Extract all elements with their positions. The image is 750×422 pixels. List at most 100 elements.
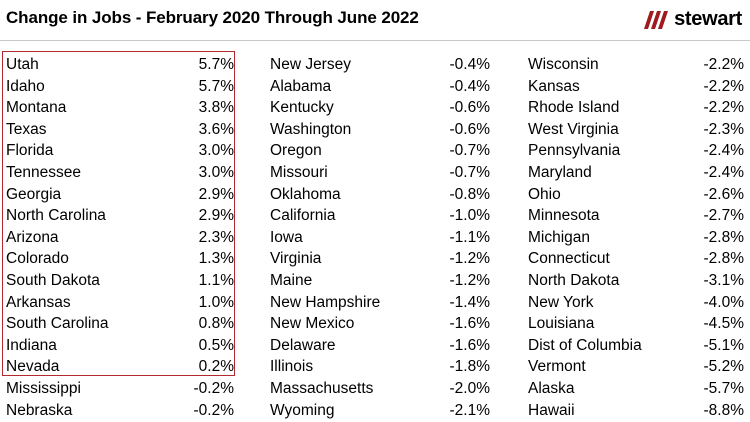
state-row: Virginia -1.2% (270, 248, 490, 270)
job-change-value: 3.0% (198, 142, 234, 160)
state-name: Connecticut (528, 250, 610, 268)
state-row: California -1.0% (270, 205, 490, 227)
job-change-value: -1.0% (449, 207, 491, 225)
job-change-value: -2.8% (703, 250, 745, 268)
state-row: Georgia 2.9% (6, 184, 234, 206)
job-change-value: -1.2% (449, 250, 491, 268)
stewart-logo: stewart (644, 8, 742, 31)
job-change-value: 3.8% (198, 99, 234, 117)
state-row: South Carolina 0.8% (6, 313, 234, 335)
state-row: Rhode Island -2.2% (528, 97, 744, 119)
job-change-value: 0.8% (198, 315, 234, 333)
state-name: Maryland (528, 163, 592, 181)
job-change-value: -0.8% (449, 185, 491, 203)
state-name: Louisiana (528, 315, 595, 333)
state-name: Georgia (6, 185, 62, 203)
state-name: Idaho (6, 77, 45, 95)
state-row: Pennsylvania -2.4% (528, 140, 744, 162)
state-name: Texas (6, 120, 47, 138)
state-name: North Carolina (6, 207, 106, 225)
state-row: Idaho 5.7% (6, 76, 234, 98)
state-row: Dist of Columbia -5.1% (528, 335, 744, 357)
job-gain-highlight-box (2, 51, 235, 376)
job-change-value: -2.0% (449, 379, 491, 397)
job-change-value: -0.4% (449, 77, 491, 95)
state-name: Wisconsin (528, 56, 599, 73)
job-change-value: -2.3% (703, 120, 745, 138)
state-name: Delaware (270, 336, 336, 354)
state-name: Arizona (6, 228, 59, 246)
state-row: Minnesota -2.7% (528, 205, 744, 227)
job-change-value: 3.6% (198, 120, 234, 138)
state-row: North Dakota -3.1% (528, 270, 744, 292)
state-row: South Dakota 1.1% (6, 270, 234, 292)
job-change-value: -0.4% (449, 56, 491, 73)
state-row: Oklahoma -0.8% (270, 184, 490, 206)
job-change-value: -2.4% (703, 163, 745, 181)
state-name: Missouri (270, 163, 328, 181)
header: Change in Jobs - February 2020 Through J… (0, 0, 750, 41)
state-name: Rhode Island (528, 99, 620, 117)
job-change-value: 3.0% (198, 163, 234, 181)
state-row: Alaska -5.7% (528, 378, 744, 400)
job-change-value: -4.5% (703, 315, 745, 333)
state-row: Nebraska -0.2% (6, 400, 234, 422)
job-change-value: -1.6% (449, 315, 491, 333)
state-row: Connecticut -2.8% (528, 248, 744, 270)
state-row: North Carolina 2.9% (6, 205, 234, 227)
state-row: Indiana 0.5% (6, 335, 234, 357)
job-change-value: 1.1% (198, 271, 234, 289)
job-change-value: 2.9% (198, 207, 234, 225)
job-change-value: 5.7% (198, 56, 234, 73)
job-change-value: -5.2% (703, 358, 745, 376)
job-change-value: -1.6% (449, 336, 491, 354)
state-name: Montana (6, 99, 67, 117)
stewart-logo-mark-icon (644, 10, 669, 29)
state-row: Michigan -2.8% (528, 227, 744, 249)
job-change-value: 0.5% (198, 336, 234, 354)
state-row: Alabama -0.4% (270, 76, 490, 98)
state-row: Ohio -2.6% (528, 184, 744, 206)
job-change-value: -8.8% (703, 401, 745, 419)
logo-text: stewart (674, 8, 742, 30)
job-change-value: -1.4% (449, 293, 491, 311)
state-row: New Hampshire -1.4% (270, 292, 490, 314)
job-change-value: -2.1% (449, 401, 491, 419)
job-change-value: 5.7% (198, 77, 234, 95)
state-name: Dist of Columbia (528, 336, 642, 354)
state-name: Utah (6, 56, 39, 73)
page-title: Change in Jobs - February 2020 Through J… (6, 8, 419, 27)
job-change-value: -0.7% (449, 163, 491, 181)
state-name: Oregon (270, 142, 322, 160)
job-change-value: -2.2% (703, 99, 745, 117)
state-row: Missouri -0.7% (270, 162, 490, 184)
state-name: Colorado (6, 250, 69, 268)
state-name: Virginia (270, 250, 322, 268)
state-row: Texas 3.6% (6, 119, 234, 141)
state-row: Florida 3.0% (6, 140, 234, 162)
job-change-value: -2.4% (703, 142, 745, 160)
state-name: California (270, 207, 336, 225)
state-name: Minnesota (528, 207, 600, 225)
state-name: Maine (270, 271, 313, 289)
job-change-value: -2.8% (703, 228, 745, 246)
state-row: Iowa -1.1% (270, 227, 490, 249)
job-change-value: -0.2% (193, 379, 235, 397)
state-row: New Jersey -0.4% (270, 54, 490, 76)
state-row: Colorado 1.3% (6, 248, 234, 270)
state-row: New Mexico -1.6% (270, 313, 490, 335)
job-change-value: -5.1% (703, 336, 745, 354)
state-row: Massachusetts -2.0% (270, 378, 490, 400)
state-row: Arkansas 1.0% (6, 292, 234, 314)
state-name: West Virginia (528, 120, 619, 138)
state-name: Alaska (528, 379, 575, 397)
state-column-2: New Jersey -0.4% Alabama -0.4% Kentucky -0.6%… (270, 54, 490, 421)
state-row: Maryland -2.4% (528, 162, 744, 184)
state-name: Massachusetts (270, 379, 374, 397)
state-name: South Carolina (6, 315, 109, 333)
state-row: Montana 3.8% (6, 97, 234, 119)
job-change-value: -0.2% (193, 401, 235, 419)
state-name: Iowa (270, 228, 303, 246)
state-name: Ohio (528, 185, 561, 203)
job-change-value: 2.3% (198, 228, 234, 246)
